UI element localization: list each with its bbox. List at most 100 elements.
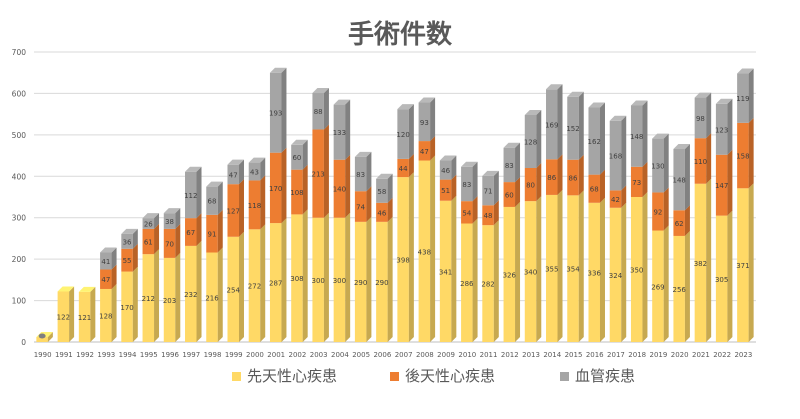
bar-segment-2: [269, 72, 282, 153]
bar-segment-1: [269, 152, 282, 224]
data-label: 74: [356, 204, 365, 212]
data-label: 93: [420, 119, 429, 127]
bar-side-0: [642, 192, 648, 342]
bar-top-2: [397, 104, 414, 110]
bar-segment-0: [482, 225, 494, 342]
bar-side-2: [748, 68, 754, 123]
bar-top-2: [588, 102, 605, 108]
bar-side-2: [111, 247, 117, 270]
bar-segment-2: [248, 162, 261, 181]
x-tick-label: 2008: [416, 351, 434, 359]
bar-segment-2: [609, 120, 622, 191]
bar-top-2: [524, 109, 542, 115]
data-label: 58: [377, 188, 386, 196]
bar-side-2: [684, 143, 690, 211]
bar-side-1: [599, 169, 605, 203]
x-tick-label: 2009: [437, 351, 455, 359]
bar-segment-0: [78, 291, 91, 342]
bar-side-1: [132, 243, 138, 272]
data-label: 269: [651, 283, 664, 291]
x-tick-label: 2001: [267, 351, 285, 359]
x-tick-label: 2012: [501, 351, 519, 359]
x-tick-label: 2000: [246, 351, 264, 359]
bar-segment-2: [100, 252, 112, 270]
bar-side-0: [684, 230, 690, 342]
bar-side-0: [727, 210, 733, 342]
bar-side-1: [238, 179, 244, 237]
data-label: 46: [377, 209, 386, 217]
bar-segment-2: [630, 105, 643, 167]
bar-segment-0: [333, 217, 346, 342]
bar-segment-1: [227, 184, 239, 237]
bar-side-2: [472, 161, 478, 202]
x-tick-label: 2013: [522, 351, 540, 359]
bar-segment-2: [482, 175, 494, 206]
data-label: 324: [609, 272, 623, 280]
bar-side-2: [196, 166, 202, 219]
bar-segment-1: [737, 122, 749, 189]
data-label: 256: [672, 286, 686, 294]
bar-side-1: [323, 124, 329, 218]
bar-segment-1: [609, 190, 622, 208]
data-label: 148: [672, 177, 685, 185]
data-label: 51: [441, 187, 450, 195]
bar-top-2: [482, 170, 499, 176]
x-tick-label: 2020: [671, 351, 689, 359]
bar-side-0: [238, 231, 244, 342]
data-label: 41: [101, 258, 110, 266]
data-label: 36: [123, 238, 132, 246]
data-label: 290: [354, 279, 367, 287]
bar-segment-2: [418, 102, 431, 142]
data-label: 350: [630, 267, 643, 275]
y-tick-label: 400: [12, 172, 27, 181]
bar-segment-1: [546, 159, 558, 195]
bar-segment-0: [163, 257, 176, 342]
bar-segment-1: [567, 159, 579, 196]
data-label: 122: [57, 314, 70, 322]
bar-side-1: [684, 205, 690, 236]
data-label: 121: [78, 314, 91, 322]
bar-segment-0: [694, 183, 707, 342]
bar-side-0: [451, 195, 457, 342]
bar-segment-0: [376, 221, 388, 342]
bar-side-0: [47, 332, 53, 342]
bar-side-0: [90, 286, 96, 342]
bar-side-2: [323, 88, 329, 130]
x-tick-label: 1995: [140, 351, 158, 359]
bar-segment-0: [291, 214, 303, 342]
bar-segment-0: [567, 195, 579, 342]
data-label: 340: [524, 269, 537, 277]
data-label: 212: [142, 295, 155, 303]
bar-side-1: [451, 174, 457, 201]
y-tick-label: 100: [12, 297, 27, 306]
bar-segment-2: [673, 148, 685, 211]
bar-side-0: [260, 224, 266, 342]
bar-side-1: [706, 133, 712, 184]
y-tick-label: 500: [12, 131, 27, 140]
bar-top-0: [78, 286, 96, 292]
bar-segment-0: [439, 200, 452, 342]
data-label: 308: [290, 275, 303, 283]
bars: [36, 67, 754, 342]
x-tick-label: 2017: [607, 351, 625, 359]
bar-side-0: [217, 247, 223, 342]
bar-segment-2: [376, 178, 388, 203]
bar-segment-0: [57, 291, 70, 342]
data-label: 140: [333, 186, 346, 194]
data-label: 170: [269, 185, 282, 193]
y-axis: 0 100 200 300 400 500 600 700: [12, 48, 27, 347]
bar-top-2: [439, 155, 457, 161]
x-tick-label: 2006: [373, 351, 391, 359]
data-label: 300: [311, 277, 324, 285]
bar-top-2: [354, 151, 372, 157]
bar-top-2: [715, 98, 733, 104]
bar-side-1: [175, 223, 181, 258]
data-label: 162: [588, 138, 601, 146]
data-label: 68: [208, 198, 217, 206]
data-label: 42: [611, 196, 620, 204]
bar-side-2: [345, 99, 351, 160]
bar-segment-1: [142, 228, 155, 255]
bar-side-1: [536, 163, 542, 202]
bar-side-2: [132, 228, 138, 249]
